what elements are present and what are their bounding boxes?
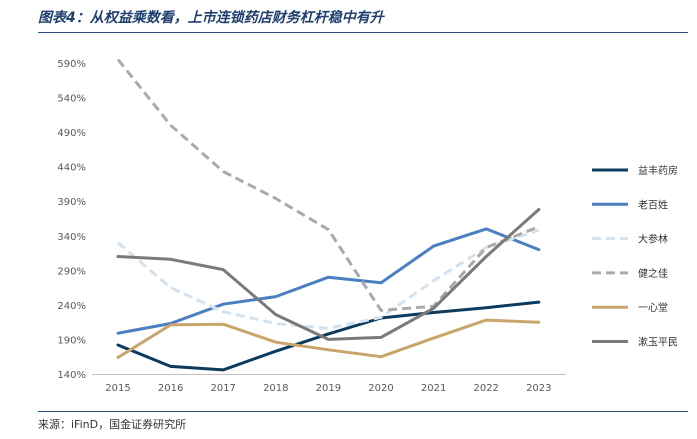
- data-point: [537, 301, 540, 304]
- data-point: [222, 368, 225, 371]
- legend-label: 益丰药房: [638, 164, 678, 177]
- data-point: [380, 355, 383, 358]
- data-point: [117, 58, 120, 61]
- data-point: [537, 248, 540, 251]
- data-point: [327, 348, 330, 351]
- x-tick-label: 2018: [263, 383, 288, 394]
- data-point: [432, 245, 435, 248]
- x-tick-label: 2023: [526, 383, 551, 394]
- y-tick-label: 290%: [57, 266, 86, 277]
- data-point: [485, 319, 488, 322]
- data-point: [327, 338, 330, 341]
- data-point: [485, 306, 488, 309]
- x-tick-label: 2015: [105, 383, 130, 394]
- data-point: [222, 310, 225, 313]
- legend-label: 大参林: [638, 233, 668, 246]
- data-point: [432, 307, 435, 310]
- y-tick-label: 490%: [57, 128, 86, 139]
- data-point: [169, 365, 172, 368]
- data-point: [380, 336, 383, 339]
- y-tick-label: 590%: [57, 59, 86, 70]
- data-point: [222, 303, 225, 306]
- data-point: [222, 268, 225, 271]
- data-point: [117, 343, 120, 346]
- y-tick-label: 540%: [57, 94, 86, 105]
- data-point: [117, 332, 120, 335]
- data-point: [537, 225, 540, 228]
- data-point: [117, 255, 120, 258]
- data-point: [537, 321, 540, 324]
- data-point: [537, 229, 540, 232]
- data-point: [380, 281, 383, 284]
- y-tick-label: 390%: [57, 197, 86, 208]
- series-line-4: [116, 58, 540, 312]
- data-point: [380, 316, 383, 319]
- data-point: [432, 337, 435, 340]
- series-line-2: [116, 227, 541, 335]
- source-note: 来源：iFinD，国金证券研究所: [38, 418, 187, 431]
- legend-label: 一心堂: [638, 302, 668, 314]
- x-tick-label: 2020: [368, 383, 393, 394]
- axis-layer: 2015 2016 2017 2018 2019 2020 2021 2022 2023 590%…: [57, 59, 566, 394]
- data-point: [169, 258, 172, 261]
- data-point: [327, 332, 330, 335]
- data-point: [169, 323, 172, 326]
- data-point: [117, 241, 120, 244]
- data-point: [485, 246, 488, 249]
- legend-label: 老百姓: [638, 198, 668, 211]
- y-tick-label: 440%: [57, 163, 86, 174]
- chart-title: 图表4：从权益乘数看，上市连锁药店财务杠杆稳中有升: [38, 10, 384, 26]
- series-line-6: [116, 208, 541, 341]
- series-line-5: [116, 318, 541, 359]
- data-point: [222, 170, 225, 173]
- data-point: [274, 197, 277, 200]
- y-tick-label: 190%: [57, 335, 86, 346]
- data-point: [117, 356, 120, 359]
- y-tick-label: 340%: [57, 232, 86, 243]
- series-line-1: [116, 300, 541, 372]
- series-line-3: [117, 228, 540, 330]
- data-point: [327, 276, 330, 279]
- data-point: [169, 124, 172, 127]
- data-point: [274, 313, 277, 316]
- y-tick-label: 240%: [57, 301, 86, 312]
- data-point: [274, 350, 277, 353]
- source-divider: [38, 411, 688, 412]
- data-point: [380, 309, 383, 312]
- data-point: [537, 208, 540, 211]
- legend-label: 漱玉平民: [638, 337, 678, 349]
- legend-label: 健之佳: [638, 267, 668, 280]
- data-point: [274, 341, 277, 344]
- data-point: [327, 228, 330, 231]
- x-tick-label: 2017: [210, 383, 235, 394]
- x-tick-label: 2016: [158, 383, 183, 394]
- data-point: [432, 279, 435, 282]
- data-point: [485, 227, 488, 230]
- data-point: [222, 323, 225, 326]
- series-layer: [116, 58, 541, 372]
- title-divider: [38, 32, 688, 33]
- data-point: [485, 255, 488, 258]
- x-tick-label: 2019: [316, 383, 341, 394]
- data-point: [274, 295, 277, 298]
- data-point: [274, 322, 277, 325]
- x-tick-label: 2022: [473, 383, 498, 394]
- y-tick-label: 140%: [57, 370, 86, 381]
- data-point: [169, 286, 172, 289]
- x-tick-label: 2021: [421, 383, 446, 394]
- data-point: [327, 327, 330, 330]
- data-point: [432, 311, 435, 314]
